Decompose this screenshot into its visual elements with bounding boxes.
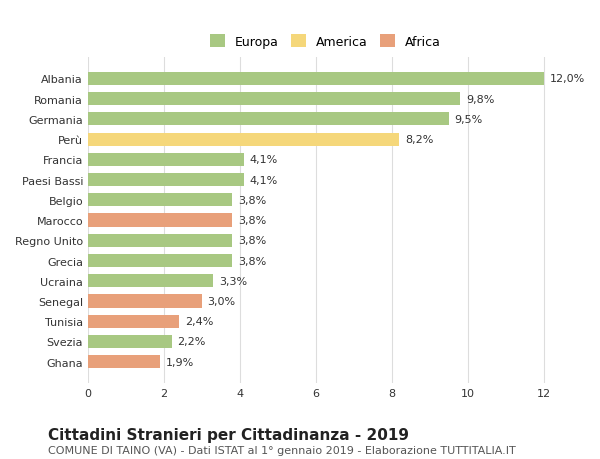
Bar <box>88 73 544 86</box>
Bar <box>88 295 202 308</box>
Text: 9,5%: 9,5% <box>455 115 483 124</box>
Text: 3,8%: 3,8% <box>238 216 266 225</box>
Text: 3,8%: 3,8% <box>238 196 266 205</box>
Legend: Europa, America, Africa: Europa, America, Africa <box>206 32 445 53</box>
Bar <box>88 234 232 247</box>
Text: 8,2%: 8,2% <box>405 135 434 145</box>
Text: 4,1%: 4,1% <box>250 155 278 165</box>
Text: 3,3%: 3,3% <box>219 276 247 286</box>
Bar <box>88 315 179 328</box>
Text: 12,0%: 12,0% <box>550 74 585 84</box>
Text: 4,1%: 4,1% <box>250 175 278 185</box>
Bar <box>88 355 160 369</box>
Text: 2,2%: 2,2% <box>177 337 206 347</box>
Bar <box>88 93 460 106</box>
Bar <box>88 335 172 348</box>
Bar <box>88 153 244 167</box>
Bar <box>88 174 244 187</box>
Bar <box>88 113 449 126</box>
Text: 2,4%: 2,4% <box>185 317 213 326</box>
Bar <box>88 194 232 207</box>
Bar <box>88 274 214 288</box>
Bar <box>88 214 232 227</box>
Text: 9,8%: 9,8% <box>466 95 494 104</box>
Bar <box>88 133 400 146</box>
Text: 3,0%: 3,0% <box>208 297 236 306</box>
Text: 3,8%: 3,8% <box>238 256 266 266</box>
Text: 1,9%: 1,9% <box>166 357 194 367</box>
Text: Cittadini Stranieri per Cittadinanza - 2019: Cittadini Stranieri per Cittadinanza - 2… <box>48 427 409 442</box>
Text: 3,8%: 3,8% <box>238 236 266 246</box>
Text: COMUNE DI TAINO (VA) - Dati ISTAT al 1° gennaio 2019 - Elaborazione TUTTITALIA.I: COMUNE DI TAINO (VA) - Dati ISTAT al 1° … <box>48 445 516 455</box>
Bar <box>88 254 232 268</box>
